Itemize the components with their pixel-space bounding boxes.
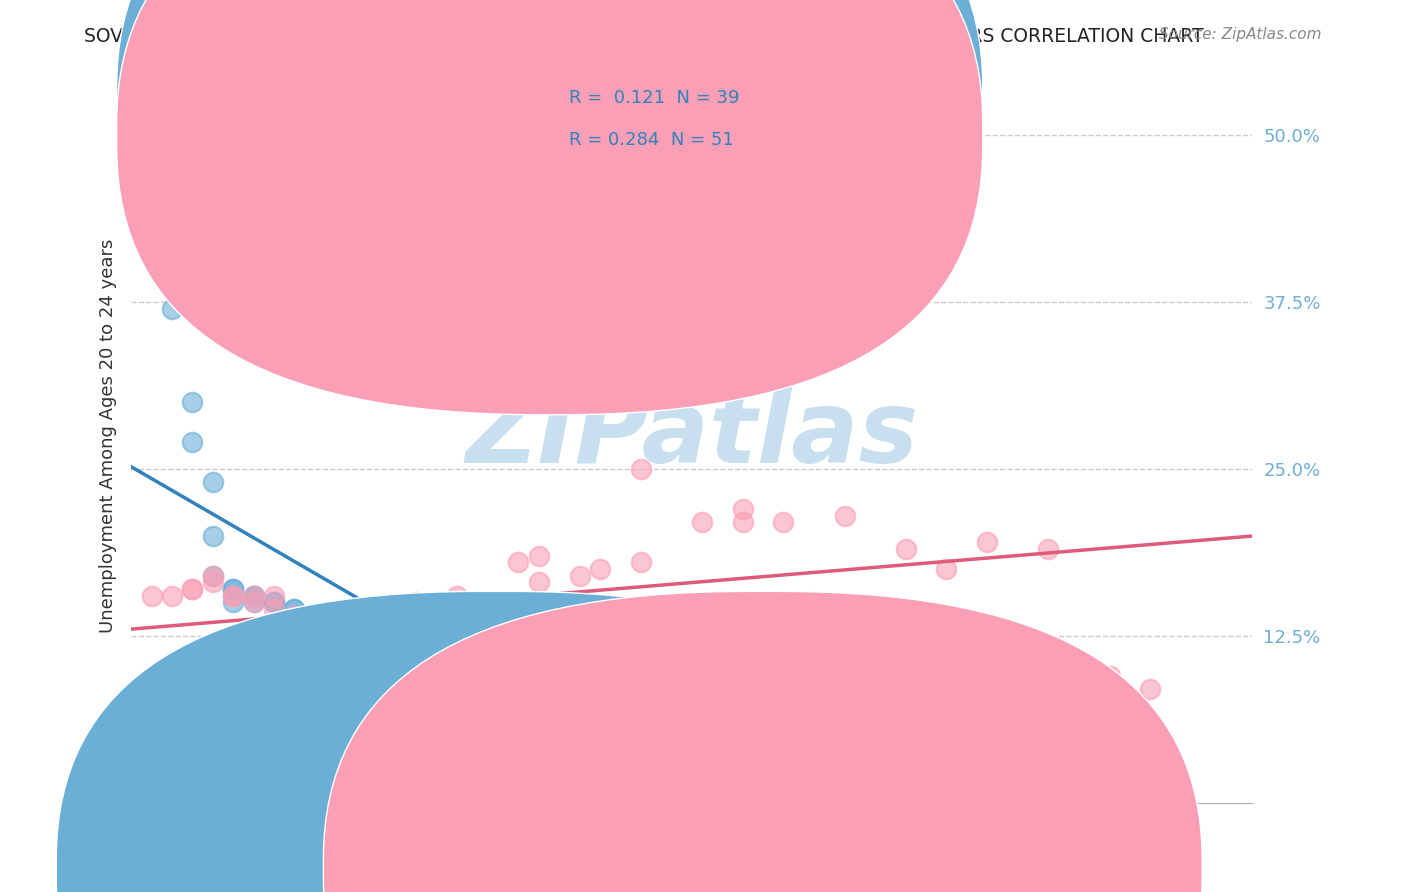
Point: [323, 608, 346, 623]
Point: [630, 555, 652, 569]
Point: [527, 575, 550, 590]
Point: [405, 648, 427, 663]
Point: [508, 722, 530, 736]
Point: [222, 582, 245, 596]
Point: [1038, 541, 1060, 556]
Point: [263, 595, 285, 609]
Point: [527, 729, 550, 743]
Point: [630, 462, 652, 476]
Point: [834, 742, 856, 756]
Point: [1098, 669, 1121, 683]
Point: [894, 541, 917, 556]
Point: [385, 602, 408, 616]
Point: [772, 516, 794, 530]
Point: [242, 595, 264, 609]
Point: [283, 602, 305, 616]
Point: [323, 608, 346, 623]
Point: [160, 589, 183, 603]
Point: [222, 582, 245, 596]
Point: [160, 301, 183, 316]
Point: [690, 516, 713, 530]
Point: [263, 589, 285, 603]
Point: [385, 635, 408, 649]
Point: [364, 608, 387, 623]
Point: [527, 549, 550, 563]
Point: [201, 575, 224, 590]
Point: [344, 622, 367, 636]
Point: [201, 475, 224, 490]
Point: [935, 562, 957, 576]
Text: SOVIET UNION VS IMMIGRANTS FROM GRENADA UNEMPLOYMENT AMONG AGES 20 TO 24 YEARS C: SOVIET UNION VS IMMIGRANTS FROM GRENADA …: [84, 27, 1204, 45]
Point: [242, 595, 264, 609]
Point: [323, 682, 346, 697]
Text: ZIPat​las: ZIPat​las: [465, 387, 918, 484]
Point: [242, 589, 264, 603]
Point: [304, 622, 326, 636]
Point: [467, 682, 489, 697]
Point: [283, 689, 305, 703]
Point: [426, 602, 449, 616]
Point: [263, 602, 285, 616]
Point: [181, 582, 204, 596]
Point: [446, 589, 468, 603]
Point: [568, 568, 591, 582]
Point: [181, 435, 204, 450]
Point: [141, 589, 163, 603]
Point: [548, 702, 571, 716]
Point: [201, 529, 224, 543]
Point: [731, 516, 754, 530]
Point: [304, 608, 326, 623]
Point: [589, 562, 612, 576]
Point: [364, 622, 387, 636]
Point: [344, 622, 367, 636]
Point: [160, 709, 183, 723]
Point: [201, 696, 224, 710]
Text: Soviet Union: Soviet Union: [533, 856, 648, 874]
Point: [405, 595, 427, 609]
Point: [201, 568, 224, 582]
Point: [283, 602, 305, 616]
Point: [630, 748, 652, 763]
Point: [222, 589, 245, 603]
Point: [181, 582, 204, 596]
Point: [609, 709, 631, 723]
Point: [141, 722, 163, 736]
Point: [222, 589, 245, 603]
Point: [242, 589, 264, 603]
Point: [731, 502, 754, 516]
Point: [426, 648, 449, 663]
Point: [283, 608, 305, 623]
Point: [731, 742, 754, 756]
Text: R =  0.121  N = 39: R = 0.121 N = 39: [569, 89, 740, 107]
Text: Immigrants from Grenada: Immigrants from Grenada: [755, 856, 988, 874]
Point: [304, 622, 326, 636]
Point: [222, 595, 245, 609]
Point: [304, 608, 326, 623]
Point: [385, 635, 408, 649]
Point: [467, 602, 489, 616]
Text: Source: ZipAtlas.com: Source: ZipAtlas.com: [1159, 27, 1322, 42]
Point: [160, 261, 183, 276]
Point: [141, 221, 163, 235]
Point: [426, 662, 449, 676]
Point: [486, 595, 509, 609]
Point: [323, 615, 346, 630]
Point: [283, 615, 305, 630]
Point: [976, 535, 998, 549]
Point: [323, 615, 346, 630]
Text: R = 0.284  N = 51: R = 0.284 N = 51: [569, 131, 734, 149]
Point: [446, 675, 468, 690]
Point: [242, 589, 264, 603]
Point: [201, 568, 224, 582]
Point: [508, 555, 530, 569]
Point: [568, 702, 591, 716]
Point: [486, 702, 509, 716]
Point: [834, 508, 856, 523]
Point: [242, 696, 264, 710]
Point: [181, 395, 204, 409]
Y-axis label: Unemployment Among Ages 20 to 24 years: Unemployment Among Ages 20 to 24 years: [100, 238, 117, 632]
Point: [1139, 682, 1161, 697]
Point: [263, 595, 285, 609]
